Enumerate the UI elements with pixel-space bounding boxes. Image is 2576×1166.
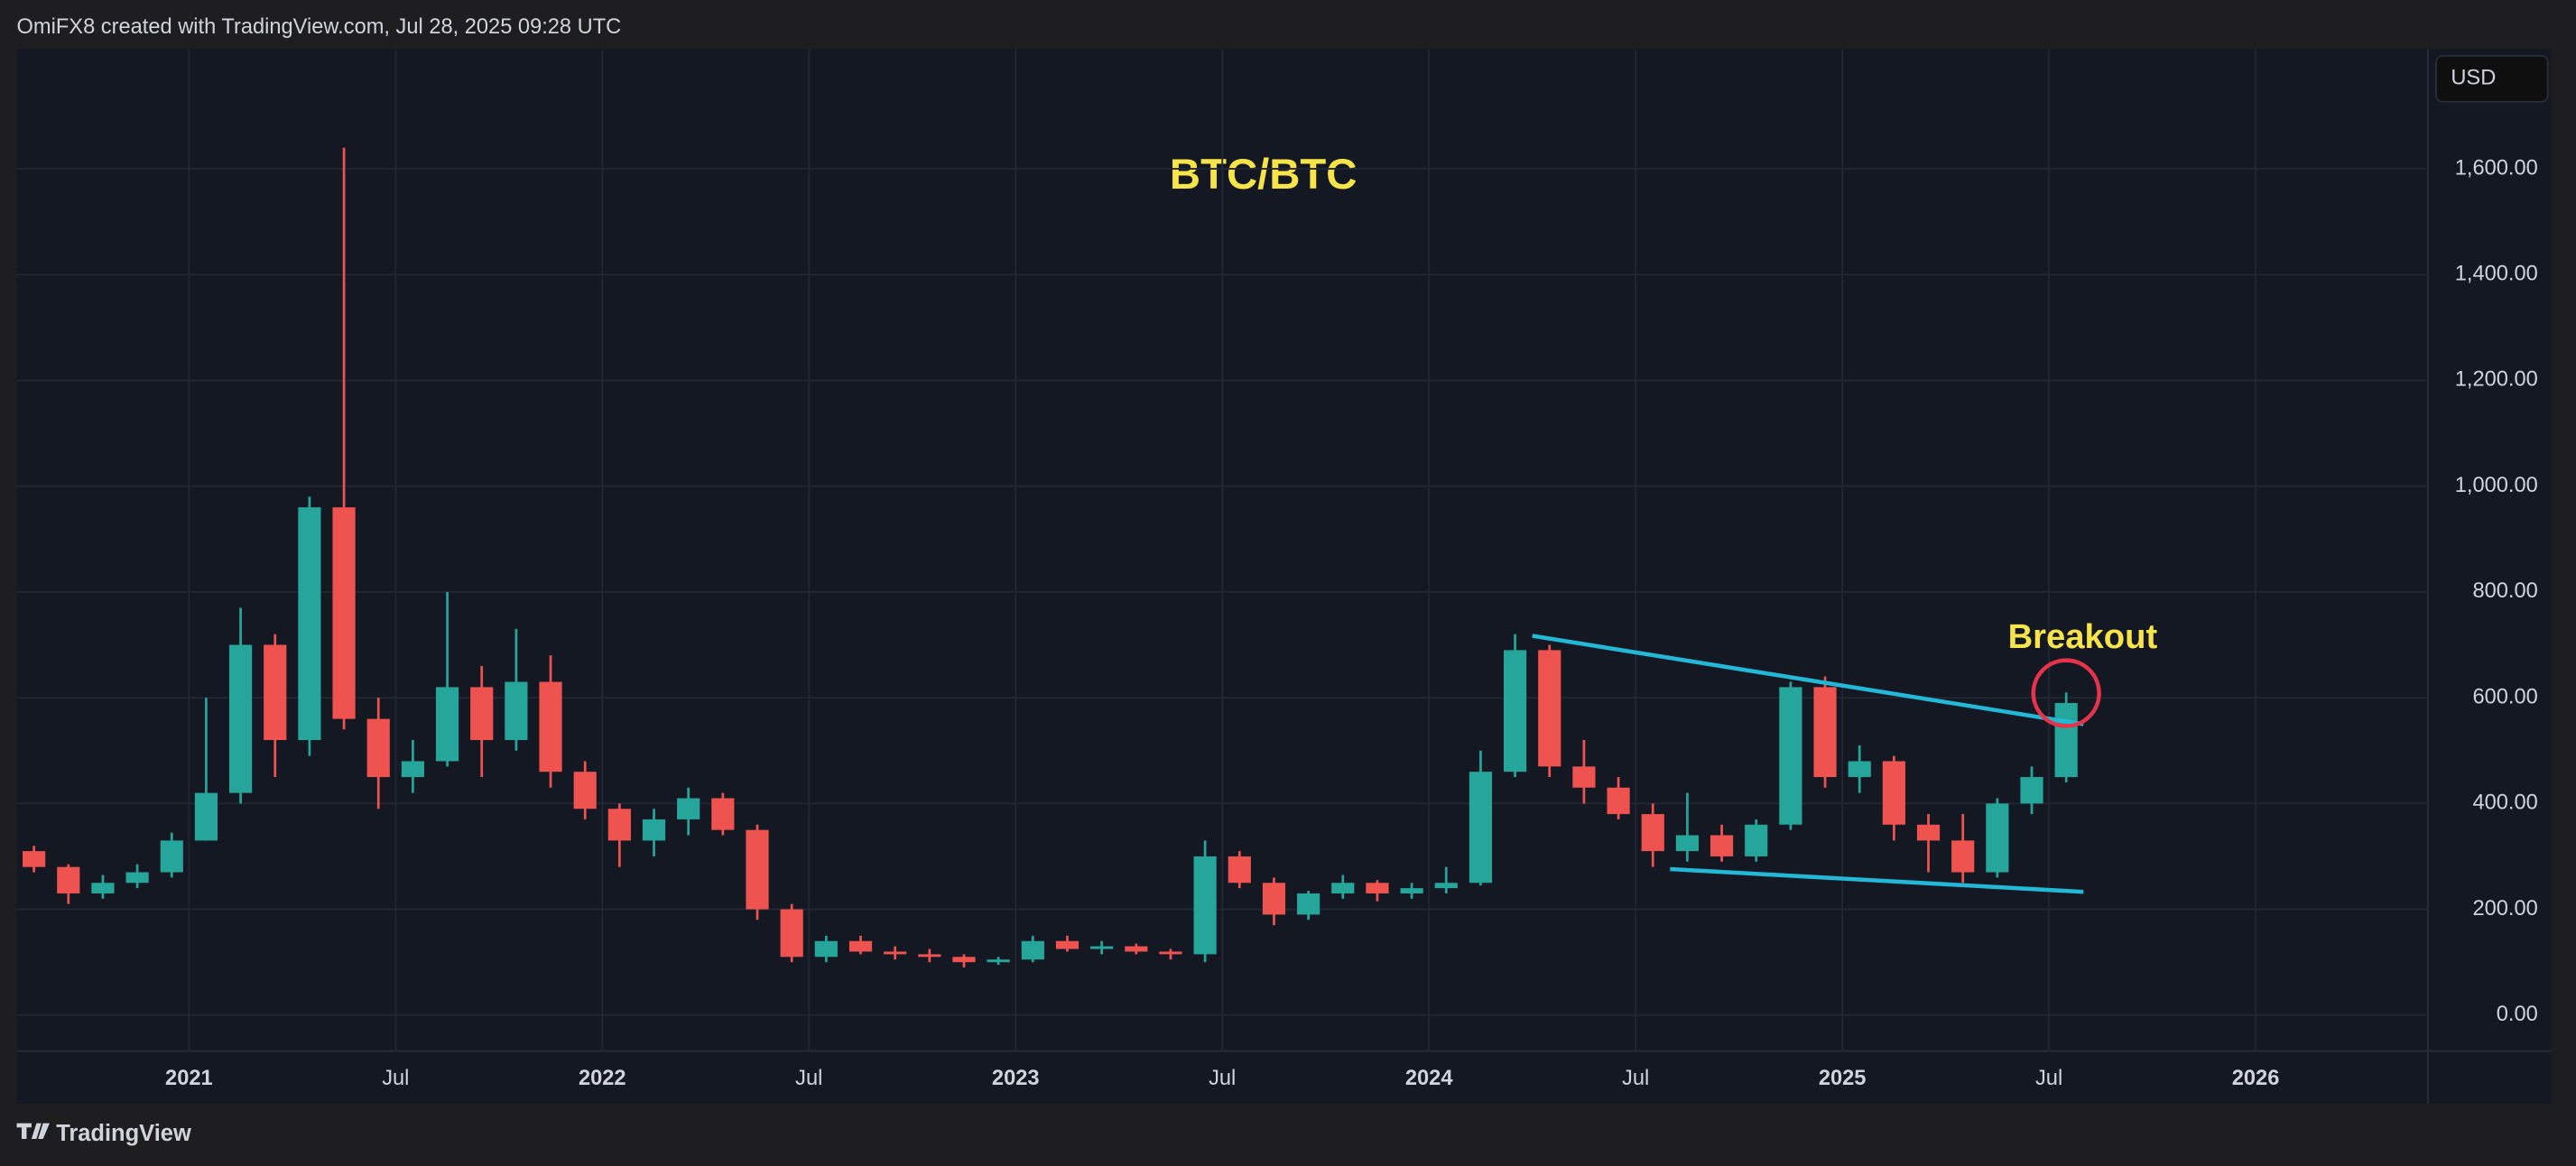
- candle-body: [1986, 803, 2009, 873]
- candle-body: [57, 866, 80, 893]
- chart-title: BTC/BTC: [1170, 151, 1357, 199]
- candle-body: [1366, 883, 1389, 893]
- candle-body: [607, 809, 631, 841]
- candle-body: [1400, 888, 1423, 893]
- candle-body: [1331, 883, 1355, 893]
- candle-body: [539, 681, 562, 773]
- candle-body: [1469, 772, 1493, 884]
- candle-body: [435, 687, 459, 762]
- y-tick-label: 1,400.00: [2455, 263, 2538, 286]
- candle-body: [228, 644, 253, 793]
- x-tick-label: Jul: [1209, 1067, 1236, 1090]
- candle-body: [1228, 856, 1251, 884]
- logo: TradingView: [16, 1121, 191, 1146]
- candle-body: [1572, 766, 1596, 788]
- candle-body: [1159, 951, 1182, 955]
- candle-body: [677, 798, 700, 819]
- candle-body: [642, 819, 666, 841]
- chart-pane: [16, 49, 2552, 1104]
- y-tick-label: 1,600.00: [2455, 156, 2538, 180]
- candle-body: [1193, 856, 1217, 955]
- candle-body: [1882, 761, 1905, 825]
- candle-body: [1503, 650, 1527, 773]
- annotation: Breakout: [2008, 617, 2158, 656]
- y-tick-label: 200.00: [2472, 897, 2537, 921]
- x-tick-label: Jul: [795, 1067, 822, 1090]
- candle-body: [1021, 940, 1044, 960]
- x-tick-label: Jul: [2035, 1067, 2062, 1090]
- candle-body: [1710, 835, 1734, 856]
- trendline: [1532, 634, 2084, 726]
- y-tick-label: 1,000.00: [2455, 474, 2538, 497]
- candle-body: [1641, 814, 1664, 852]
- y-tick-label: 0.00: [2497, 1003, 2538, 1026]
- candle-body: [1125, 946, 1148, 952]
- x-tick-label: 2023: [992, 1067, 1040, 1090]
- candle-body: [125, 872, 149, 884]
- x-tick-label: Jul: [1622, 1067, 1649, 1090]
- x-tick-label: 2025: [1819, 1067, 1867, 1090]
- x-tick-label: 2026: [2232, 1067, 2280, 1090]
- candle-body: [332, 507, 356, 719]
- x-tick-label: Jul: [382, 1067, 409, 1090]
- candle-body: [298, 507, 321, 741]
- logo-icon: [16, 1123, 50, 1139]
- y-tick-label: 800.00: [2472, 579, 2537, 603]
- candle-body: [366, 718, 390, 778]
- candle-body: [780, 909, 803, 958]
- candle-body: [1675, 835, 1699, 852]
- logo-text: TradingView: [56, 1121, 191, 1146]
- breakout-circle: [2031, 658, 2101, 728]
- candle-body: [1090, 946, 1114, 949]
- candle-body: [814, 940, 838, 958]
- candle-body: [848, 940, 873, 952]
- candle-body: [401, 761, 424, 778]
- candle-body: [1745, 824, 1768, 856]
- candle-body: [1848, 761, 1871, 778]
- candle-body: [505, 681, 528, 741]
- candle-body: [711, 798, 735, 830]
- candle-body: [1951, 840, 1975, 873]
- candle-body: [1055, 940, 1080, 949]
- candle-body: [194, 792, 218, 841]
- candle-body: [987, 959, 1010, 963]
- candle-body: [2054, 702, 2078, 778]
- header-text: OmiFX8 created with TradingView.com, Jul…: [17, 15, 622, 39]
- candle-body: [1297, 893, 1320, 915]
- candle-body: [573, 772, 597, 810]
- candle-body: [1607, 787, 1630, 815]
- candle-body: [2020, 777, 2043, 804]
- currency-label[interactable]: USD: [2451, 67, 2496, 90]
- candle-body: [23, 851, 46, 867]
- y-tick-label: 600.00: [2472, 685, 2537, 708]
- candle-body: [884, 951, 907, 955]
- x-tick-label: 2022: [579, 1067, 626, 1090]
- candle-body: [918, 954, 941, 958]
- candle-body: [952, 957, 976, 963]
- candle-body: [470, 687, 494, 741]
- trendline: [1670, 866, 2084, 894]
- candle-body: [1434, 883, 1458, 889]
- grid: 0.00 200.00 400.00 600.00 800.00 1,000.00 1,20…: [16, 49, 2538, 1090]
- candle-body: [1262, 883, 1286, 915]
- candle-body: [160, 840, 183, 873]
- candle-body: [264, 644, 287, 741]
- currency-button[interactable]: [2435, 54, 2549, 103]
- candle-body: [1813, 687, 1837, 778]
- x-tick-label: 2021: [165, 1067, 213, 1090]
- y-tick-label: 400.00: [2472, 791, 2537, 815]
- candle-body: [1538, 650, 1561, 767]
- x-tick-label: 2024: [1405, 1067, 1453, 1090]
- candle-body: [1916, 824, 1941, 841]
- candle-body: [746, 829, 769, 910]
- candle-body: [1779, 687, 1802, 825]
- y-tick-label: 1,200.00: [2455, 368, 2538, 392]
- plot: Breakout: [23, 147, 2158, 968]
- candle-body: [91, 883, 115, 893]
